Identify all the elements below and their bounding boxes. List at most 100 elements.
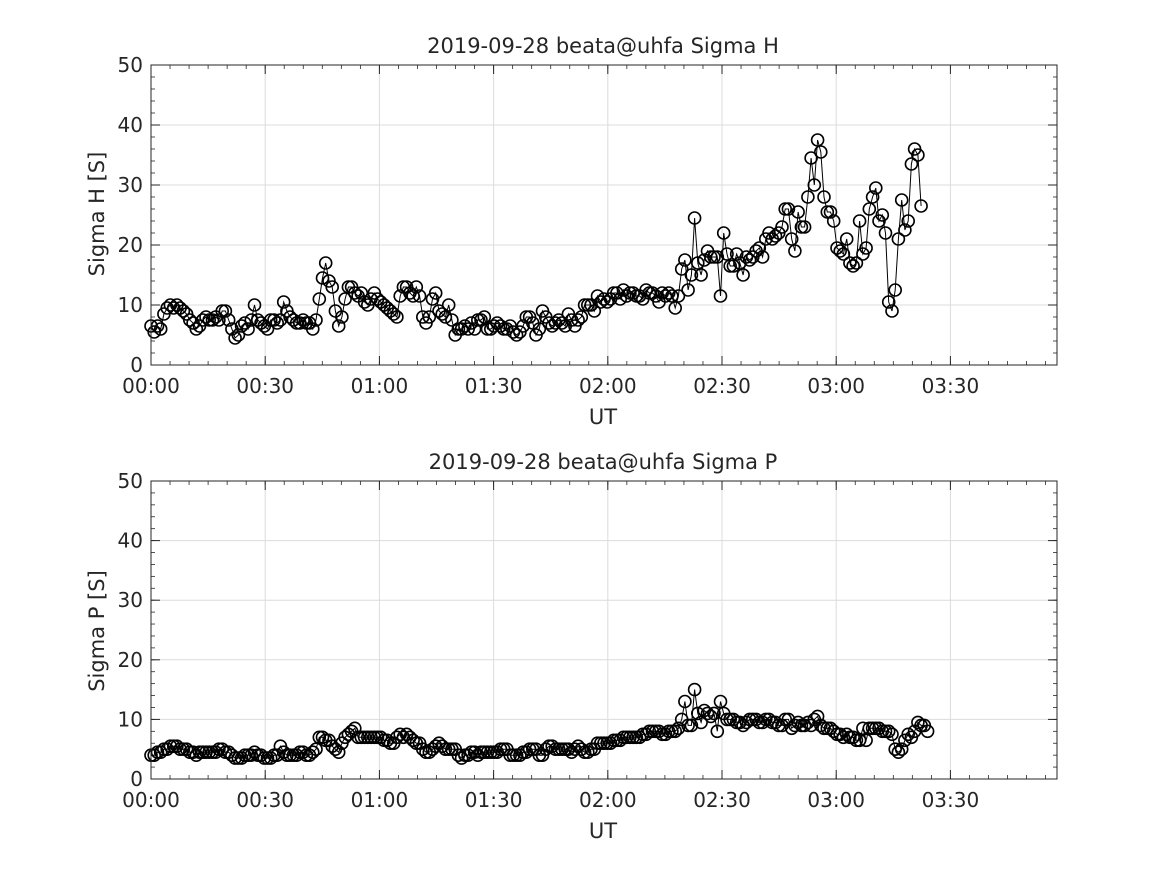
sigma-h-data-point — [176, 304, 191, 318]
sigma-p-x-tick-label: 02:00 — [579, 788, 637, 812]
sigma-h-data-point — [338, 292, 352, 306]
sigma-h-data-point — [548, 316, 563, 330]
sigma-h-data-point — [315, 271, 330, 285]
sigma-p-data-point — [613, 733, 628, 748]
sigma-p-x-tick-label: 00:00 — [122, 788, 180, 812]
sigma-h-data-point — [716, 226, 731, 240]
sigma-h-data-point — [386, 307, 401, 321]
sigma-p-data-point — [881, 724, 896, 739]
sigma-p-data-point — [865, 721, 880, 736]
sigma-h-data-point — [713, 289, 728, 303]
sigma-h-data-point — [904, 157, 919, 171]
sigma-p-data-point — [474, 745, 488, 760]
sigma-h-data-point — [775, 220, 789, 234]
sigma-p-data-point — [542, 739, 556, 754]
sigma-h-data-point — [516, 319, 530, 333]
sigma-p-data-point — [192, 745, 207, 760]
sigma-p-x-tick-label: 03:30 — [922, 788, 980, 812]
sigma-p-data-point — [817, 721, 831, 736]
sigma-p-data-point — [645, 724, 660, 739]
sigma-p-data-point — [752, 715, 767, 730]
sigma-p-data-point — [280, 748, 294, 763]
sigma-h-data-point — [163, 298, 178, 312]
sigma-p-data-point — [160, 742, 174, 757]
sigma-h-data-point — [736, 268, 750, 282]
sigma-p-data-point — [885, 727, 899, 742]
sigma-h-data-point — [894, 193, 909, 207]
sigma-p-data-point — [606, 733, 621, 748]
sigma-p-data-point — [250, 748, 265, 763]
sigma-p-data-point — [574, 742, 589, 757]
sigma-p-data-point — [593, 736, 608, 751]
sigma-p-data-point — [519, 745, 534, 760]
sigma-h-data-point — [619, 289, 634, 303]
sigma-p-data-point — [364, 730, 378, 745]
sigma-p-data-point — [639, 727, 653, 742]
sigma-h-data-point — [593, 295, 608, 309]
sigma-h-data-point — [710, 250, 725, 264]
sigma-p-data-point — [292, 745, 307, 760]
sigma-p-data-point — [234, 751, 249, 765]
sigma-p-data-point — [626, 730, 640, 745]
sigma-p-data-point — [354, 730, 369, 745]
sigma-p-data-point — [153, 745, 168, 760]
sigma-p-data-point — [875, 724, 890, 739]
sigma-p-data-point — [454, 751, 469, 765]
sigma-h-data-point — [205, 313, 220, 327]
sigma-p-data-point — [755, 715, 770, 730]
sigma-h-data-point — [276, 295, 291, 309]
sigma-p-data-point — [901, 727, 916, 742]
sigma-p-data-point — [270, 748, 285, 763]
sigma-p-data-point — [833, 727, 848, 742]
sigma-p-data-point — [360, 730, 375, 745]
sigma-h-data-point — [665, 289, 679, 303]
sigma-h-data-point — [244, 313, 259, 327]
sigma-p-data-point — [920, 724, 935, 739]
sigma-h-data-point — [823, 205, 838, 219]
sigma-h-data-point — [506, 325, 521, 339]
sigma-p-data-point — [661, 724, 676, 739]
sigma-h-data-point — [729, 247, 744, 261]
sigma-p-data-point — [276, 745, 291, 760]
sigma-h-data-point — [661, 286, 676, 300]
sigma-h-data-point — [509, 328, 524, 342]
sigma-p-data-point — [678, 694, 692, 709]
sigma-h-data-point — [357, 295, 372, 309]
sigma-h-data-point — [347, 286, 362, 300]
sigma-p-data-point — [894, 742, 909, 757]
sigma-p-data-point — [726, 712, 741, 727]
sigma-h-data-point — [678, 253, 692, 267]
sigma-p-data-point — [888, 742, 903, 757]
sigma-h-data-point — [778, 202, 793, 216]
sigma-p-data-point — [228, 751, 242, 765]
sigma-p-data-point — [419, 745, 433, 760]
sigma-h-data-point — [739, 250, 754, 264]
sigma-p-data-point — [186, 745, 200, 760]
sigma-p-plot-area — [151, 481, 1057, 779]
sigma-p-data-point — [765, 715, 780, 730]
sigma-p-data-point — [862, 721, 877, 736]
sigma-p-data-point — [597, 736, 611, 751]
sigma-h-data-point — [613, 292, 628, 306]
sigma-p-data-point — [797, 718, 812, 733]
sigma-p-data-point — [247, 745, 262, 760]
sigma-p-data-point — [830, 727, 844, 742]
sigma-p-data-point — [260, 751, 275, 765]
sigma-h-data-point — [849, 256, 864, 270]
sigma-p-data-point — [655, 727, 670, 742]
sigma-p-data-point — [545, 739, 560, 754]
sigma-h-y-axis-label: Sigma H [S] — [85, 152, 109, 277]
sigma-p-data-point — [147, 748, 161, 763]
sigma-p-data-point — [801, 715, 815, 730]
sigma-h-x-tick-label: 00:30 — [236, 374, 294, 398]
sigma-h-data-point — [597, 292, 611, 306]
sigma-h-x-tick-label: 01:30 — [465, 374, 523, 398]
sigma-h-data-point — [726, 259, 741, 273]
sigma-h-data-point — [532, 322, 547, 336]
sigma-h-data-point — [487, 319, 501, 333]
sigma-p-data-point — [415, 742, 430, 757]
sigma-h-axes: 2019-09-28 beata@uhfa Sigma H UT Sigma H… — [85, 34, 1058, 429]
sigma-p-data-point — [846, 730, 860, 745]
sigma-h-y-tick-label: 20 — [118, 233, 143, 257]
